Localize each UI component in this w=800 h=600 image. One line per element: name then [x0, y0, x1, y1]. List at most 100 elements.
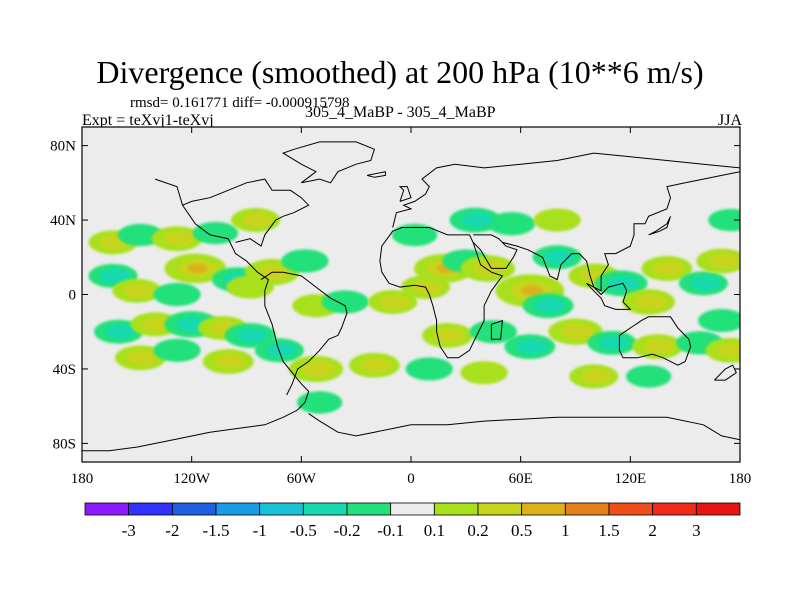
field-blob [460, 255, 515, 282]
field-blob [533, 208, 581, 232]
colorbar-swatch [259, 502, 304, 516]
field-blob-inner [105, 324, 136, 339]
coastline [490, 319, 503, 340]
colorbar-label: -0.5 [290, 521, 317, 540]
field-blob-outer [226, 275, 274, 299]
colorbar-label: -0.2 [334, 521, 361, 540]
field-blob [625, 365, 672, 388]
field-blob-inner [214, 354, 246, 369]
field-blob [117, 223, 164, 247]
stats-text: rmsd= 0.161771 diff= -0.000915798 [130, 95, 350, 111]
colorbar-swatch [171, 502, 217, 516]
field-blob [115, 345, 166, 371]
season-label: JJA [717, 112, 742, 129]
field-blob [548, 318, 603, 345]
field-blob-outer [405, 357, 453, 381]
field-blob-inner [461, 212, 493, 228]
colorbar-swatch [433, 502, 479, 516]
field-blob [504, 334, 556, 360]
field-blob-inner [534, 298, 566, 314]
x-tick-label: 60W [287, 471, 317, 487]
colorbar-label: -0.1 [377, 521, 404, 540]
field-blob [405, 357, 453, 381]
x-tick-label: 120E [614, 471, 646, 487]
coastline [260, 271, 348, 396]
field-blob-inner [360, 357, 393, 373]
colorbar-swatch [652, 502, 697, 516]
field-blob-inner [236, 328, 268, 343]
field-blob [153, 338, 201, 362]
colorbar-swatch [608, 502, 654, 516]
field-blob-inner [634, 294, 667, 310]
colorbar-label: -3 [122, 521, 136, 540]
coastline [281, 141, 376, 184]
field-blob [224, 323, 276, 348]
field-blob-inner [99, 268, 131, 284]
case-label: 305_4_MaBP - 305_4_MaBP [305, 104, 496, 121]
field-blob-inner [412, 279, 443, 295]
colorbar-swatch [346, 502, 392, 516]
field-blob [460, 361, 508, 385]
x-tick-label: 120W [173, 471, 211, 487]
field-blob [202, 349, 254, 374]
field-blob-inner [472, 260, 507, 277]
field-blob [349, 352, 400, 378]
coastline [182, 178, 310, 247]
x-tick-label: 60E [509, 471, 533, 487]
field-blob [522, 293, 574, 319]
field-blob [698, 308, 740, 333]
coastline [392, 152, 740, 228]
field-blob-outer [321, 290, 369, 314]
x-tick-label: 180 [729, 471, 752, 487]
field-blob [641, 256, 693, 281]
y-tick-label: 40S [53, 362, 76, 378]
field-blob [587, 330, 637, 355]
field-blob-inner [433, 328, 466, 343]
field-blob-outer [296, 391, 343, 414]
page-title: Divergence (smoothed) at 200 hPa (10**6 … [96, 54, 704, 90]
colorbar-swatch [390, 502, 435, 516]
colorbar: -3 -2 -1.5 -1 -0.5 -0.2 -0.1 0.1 0.2 0.5 1 1.5 2 3 [84, 502, 741, 540]
field-blob [368, 289, 418, 314]
colorbar-swatch [695, 502, 741, 516]
field-blob-inner [580, 369, 611, 384]
field-blob [151, 226, 203, 252]
coastlines [82, 141, 740, 462]
field-blob-outer [391, 223, 438, 247]
colorbar-swatch [215, 502, 261, 516]
field-blob-outer [192, 221, 239, 245]
field-blob-core [187, 263, 208, 274]
colorbar-swatch [477, 502, 523, 516]
field-blob-outer [698, 308, 740, 333]
coastline [472, 234, 518, 269]
field-blob-inner [126, 350, 159, 366]
contour-field [88, 207, 740, 414]
field-blob [708, 208, 740, 232]
colorbar-label: 0.1 [424, 521, 445, 540]
field-blob [678, 271, 728, 296]
field-blob [130, 312, 180, 337]
field-blob [449, 207, 501, 233]
field-blob [112, 278, 162, 303]
field-blob-outer [460, 361, 508, 385]
field-blob [192, 221, 239, 245]
colorbar-swatch [564, 502, 610, 516]
field-blob-inner [516, 339, 548, 355]
field-blob [231, 208, 281, 233]
field-blob-inner [598, 335, 630, 351]
field-blob-inner [379, 294, 410, 310]
field-blob-core [520, 285, 543, 297]
y-tick-label: 80N [50, 139, 76, 155]
field-blob [532, 245, 582, 270]
field-blob-inner [141, 317, 173, 332]
expt-label: Expt = teXvj1-teXvj [82, 112, 214, 129]
field-blob [281, 249, 329, 273]
x-tick-label: 0 [407, 471, 415, 487]
field-blob-outer [625, 365, 672, 388]
colorbar-swatch [521, 502, 566, 516]
field-blob [296, 391, 343, 414]
colorbar-label: 1 [561, 521, 570, 540]
field-blob-outer [117, 223, 164, 247]
colorbar-label: -1 [253, 521, 267, 540]
